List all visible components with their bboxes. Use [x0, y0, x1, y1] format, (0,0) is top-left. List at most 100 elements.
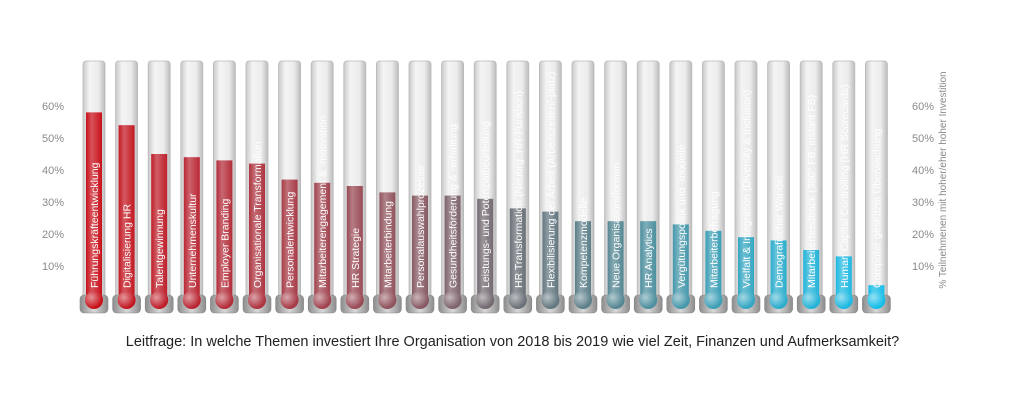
bulb-shine: [541, 291, 560, 309]
y-tick-left: 30%: [42, 197, 64, 209]
bar-shine: [346, 186, 363, 300]
y-tick-left: 60%: [42, 101, 64, 113]
y-tick-left: 50%: [42, 133, 64, 145]
bar-shine: [705, 230, 722, 300]
category-label: Mitarbeiterengagement & -motivation: [317, 116, 329, 288]
thermometer-3: Talentgewinnung: [144, 60, 174, 314]
category-label: Organisationale Transformation: [252, 141, 264, 288]
bulb-shine: [117, 291, 136, 309]
category-label: Unternehmenskultur: [187, 193, 199, 288]
thermometer-21: Vielfalt & Integration (Diversity & Incl…: [731, 60, 761, 314]
thermometer-25: Computer gestützte Überwachung: [862, 60, 891, 314]
category-label: Gesundheitsförderung & -erhaltung: [448, 124, 460, 288]
bar-shine: [151, 154, 168, 300]
bar-shine: [575, 221, 591, 300]
category-label: Leistungs- und Potenzialbeurteilung: [480, 121, 492, 288]
thermometer-11: Personalauswahlprozesse: [405, 60, 435, 314]
thermometer-16: Kompetenzmodelle: [568, 60, 598, 314]
bar-shine: [118, 125, 135, 300]
category-label: Mitarbeiterbefragung: [708, 191, 720, 288]
bulb-shine: [704, 291, 723, 309]
thermometer-12: Gesundheitsförderung & -erhaltung: [438, 60, 467, 314]
bar-shine: [640, 221, 657, 300]
bulb-shine: [411, 291, 429, 309]
category-label: Human Capital Controlling (HR Scorecards…: [839, 84, 851, 288]
bulb-shine: [313, 291, 332, 309]
bar-shine: [379, 192, 396, 300]
bar-shine: [835, 256, 852, 300]
category-label: Personalentwicklung: [285, 192, 297, 288]
bar-shine: [509, 208, 526, 300]
thermometer-10: Mitarbeiterbindung: [373, 60, 402, 314]
category-label: Computer gestützte Überwachung: [871, 129, 883, 288]
bulb-shine: [834, 291, 853, 309]
category-label: HR Strategie: [350, 228, 362, 288]
thermometer-23: Mitarbeiterfeedback (360° FB, instant FB…: [796, 60, 826, 314]
bar-shine: [542, 211, 559, 300]
bulb-shine: [280, 291, 299, 309]
bulb-shine: [182, 291, 201, 309]
bar-shine: [444, 195, 461, 300]
bar-shine: [86, 112, 102, 301]
y-tick-left: 10%: [42, 261, 64, 273]
category-label: Employer Branding: [219, 199, 231, 288]
category-label: Flexibilisierung der Arbeit (Arbeitszeit…: [545, 71, 557, 288]
category-label: Neue Organisationsformen: [611, 162, 623, 288]
bulb-shine: [769, 291, 788, 309]
y-tick-left: 40%: [42, 165, 64, 177]
bulb-shine: [345, 291, 364, 309]
bulb-shine: [574, 291, 592, 309]
y-axis-label: % Teilnehmenen mit hoher/eher hoher Inve…: [938, 71, 949, 288]
bulb-shine: [802, 291, 821, 309]
bulb-shine: [248, 291, 266, 309]
category-label: Mitarbeiterbindung: [382, 201, 394, 288]
y-tick-right: 10%: [912, 261, 934, 273]
bulb-shine: [85, 291, 103, 309]
bulb-shine: [378, 291, 397, 309]
thermometer-8: Mitarbeiterengagement & -motivation: [307, 60, 337, 314]
bar-shine: [314, 182, 331, 300]
bulb-shine: [737, 291, 755, 309]
category-label: HR Analytics: [643, 228, 655, 288]
chart-caption: Leitfrage: In welche Themen investiert I…: [125, 334, 900, 350]
category-label: Vergütungspolitik und -modelle: [676, 144, 688, 288]
thermometer-20: Mitarbeiterbefragung: [699, 60, 728, 314]
bulb-shine: [150, 291, 169, 309]
thermometer-19: Vergütungspolitik und -modelle: [666, 60, 696, 314]
bar-shine: [183, 157, 200, 300]
bulb-shine: [443, 291, 462, 309]
bulb-shine: [476, 291, 495, 309]
thermometer-15: Flexibilisierung der Arbeit (Arbeitszeit…: [536, 60, 565, 314]
thermometer-22: Demografischer Wandel: [764, 60, 793, 314]
bar-shine: [672, 224, 689, 300]
y-tick-left: 20%: [42, 229, 64, 241]
thermometer-24: Human Capital Controlling (HR Scorecards…: [829, 60, 859, 314]
bar-shine: [281, 179, 298, 300]
bar-shine: [249, 163, 265, 300]
y-tick-right: 40%: [912, 165, 934, 177]
y-tick-right: 50%: [912, 133, 934, 145]
thermometer-1: Führungskräfteentwicklung: [79, 60, 109, 314]
bulb-shine: [639, 291, 658, 309]
thermometer-4: Unternehmenskultur: [177, 60, 207, 314]
thermometer-13: Leistungs- und Potenzialbeurteilung: [470, 60, 500, 314]
thermometer-5: Employer Branding: [210, 60, 239, 314]
right-axis-ticks: 10% 20% 30% 40% 50% 60%: [912, 101, 934, 273]
thermometer-18: HR Analytics: [633, 60, 663, 314]
category-label: Kompetenzmodelle: [578, 198, 590, 288]
bulb-shine: [606, 291, 625, 309]
bulb-shine: [215, 291, 234, 309]
thermometer-bars: Führungskräfteentwicklung Digitalisierung…: [79, 60, 891, 314]
thermometer-2: Digitalisierung HR: [112, 60, 141, 314]
category-label: Demografischer Wandel: [774, 176, 786, 288]
thermometer-14: HR Transformation (Neuorg. HR-Funktion): [503, 60, 533, 314]
thermometer-7: Personalentwicklung: [275, 60, 304, 314]
y-tick-right: 20%: [912, 229, 934, 241]
bulb-shine: [867, 291, 886, 309]
bar-shine: [477, 198, 494, 300]
category-label: Talentgewinnung: [154, 209, 166, 288]
category-label: Personalauswahlprozesse: [415, 165, 427, 288]
bulb-shine: [671, 291, 690, 309]
category-label: Vielfalt & Integration (Diversity & Incl…: [741, 90, 753, 288]
y-tick-right: 60%: [912, 101, 934, 113]
